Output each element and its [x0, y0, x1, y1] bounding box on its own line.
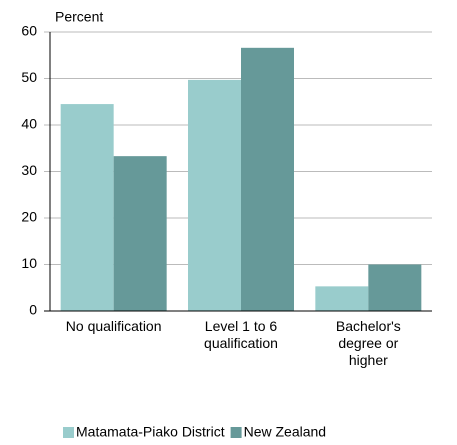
legend-swatch — [230, 427, 242, 438]
bar — [60, 104, 114, 311]
y-tick-label: 50 — [21, 69, 37, 85]
legend-label: New Zealand — [244, 424, 327, 440]
legend-swatch — [63, 427, 74, 438]
bar — [315, 286, 369, 311]
x-tick-label: Level 1 to 6 qualification — [204, 318, 278, 351]
y-tick-label: 20 — [21, 209, 37, 225]
y-tick-label: 30 — [21, 162, 37, 178]
y-tick-label: 60 — [21, 23, 37, 39]
y-tick-label: 40 — [21, 116, 37, 132]
bar — [113, 156, 167, 311]
bar — [188, 79, 241, 312]
y-axis-label: Percent — [55, 9, 103, 25]
y-tick-label: 0 — [29, 302, 37, 318]
x-tick-label: No qualification — [65, 318, 162, 334]
legend-label: Matamata-Piako District — [76, 424, 225, 440]
x-tick-label: Bachelor's degree or higher — [335, 318, 401, 368]
y-tick-label: 10 — [21, 255, 37, 271]
bar — [368, 264, 422, 311]
bar — [241, 47, 294, 312]
